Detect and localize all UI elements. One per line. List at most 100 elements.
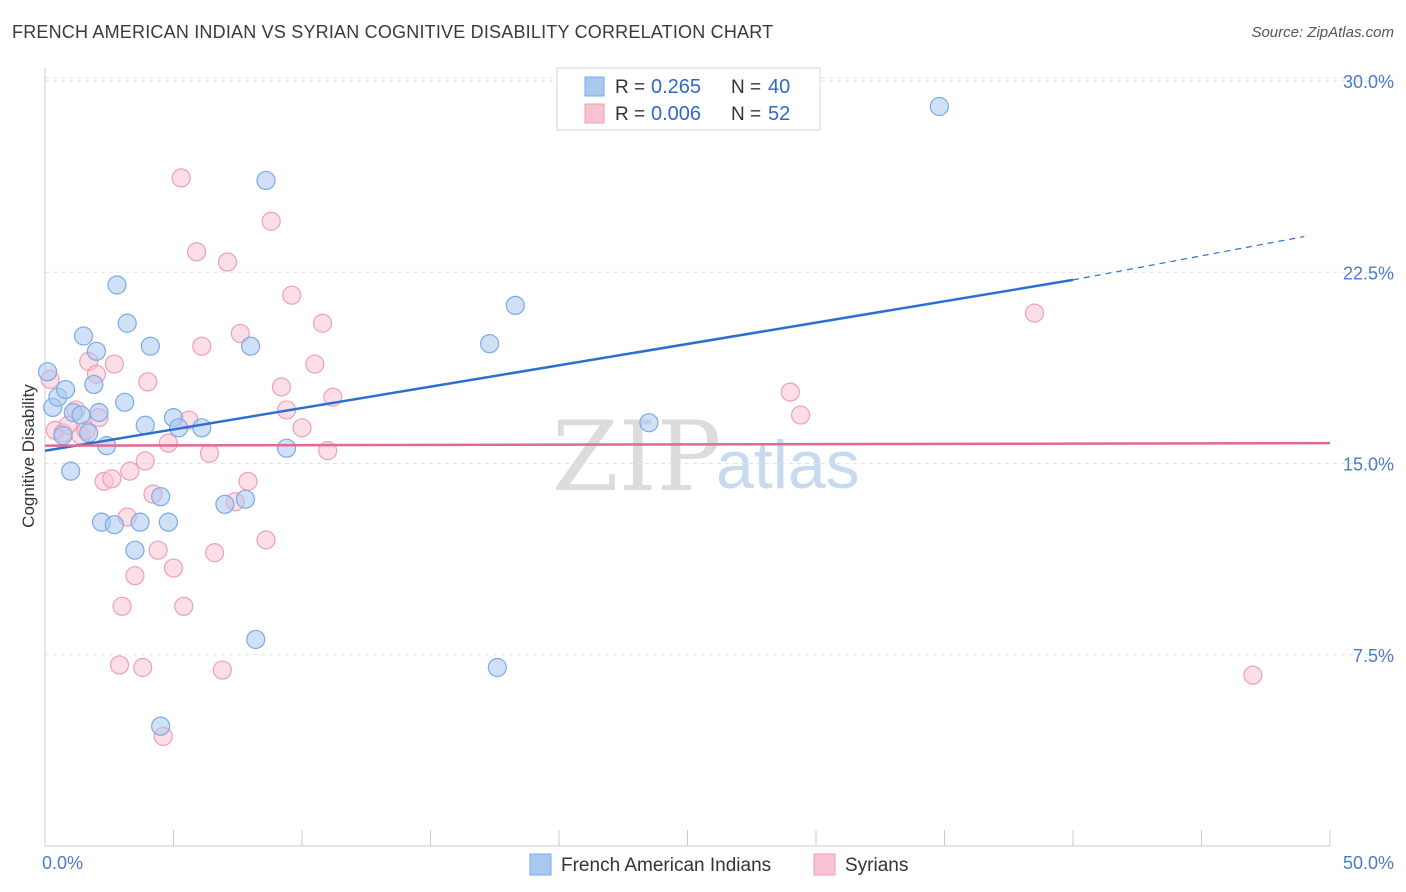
x-tick-label-max: 50.0% <box>1343 853 1394 873</box>
data-point <box>158 433 178 453</box>
data-point <box>192 418 212 438</box>
data-point <box>135 415 155 435</box>
series-legend-swatch-fai <box>529 853 552 876</box>
data-point <box>138 372 158 392</box>
data-point <box>107 275 127 295</box>
data-point <box>215 494 235 514</box>
data-point <box>158 512 178 532</box>
data-point <box>125 566 145 586</box>
data-point <box>929 96 949 117</box>
data-point <box>246 629 266 650</box>
series-legend-label-fai: French American Indians <box>561 855 771 876</box>
trend-line-fai-extension <box>1072 235 1305 281</box>
data-point <box>130 512 150 532</box>
data-point <box>104 515 124 535</box>
data-point <box>199 443 220 463</box>
stats-legend: R = 0.265 N = 40 R = 0.006 N = 52 <box>556 67 821 131</box>
data-point <box>102 469 122 489</box>
legend-swatch-syr <box>584 103 605 124</box>
french-american-indian-points <box>37 96 949 736</box>
data-point <box>487 657 507 678</box>
data-point <box>55 379 76 400</box>
legend-n-value-syr: 52 <box>768 103 790 125</box>
data-point <box>1243 665 1263 685</box>
trend-line-fai <box>44 278 1074 452</box>
data-point <box>104 354 124 374</box>
data-point <box>271 377 292 397</box>
data-point <box>61 461 81 481</box>
source-label: Source: ZipAtlas.com <box>1251 24 1394 41</box>
series-legend-label-syr: Syrians <box>845 855 908 876</box>
data-point <box>192 336 212 356</box>
gridlines <box>45 77 1394 656</box>
data-point <box>780 382 800 402</box>
data-point <box>84 374 104 395</box>
data-point <box>174 596 194 616</box>
data-point <box>292 418 312 438</box>
y-axis-label: Cognitive Disability <box>19 384 38 528</box>
data-point <box>241 336 261 356</box>
legend-r-value-fai: 0.265 <box>651 76 701 98</box>
data-point <box>256 170 276 191</box>
data-point <box>163 558 184 578</box>
y-tick-label: 30.0% <box>1343 72 1394 92</box>
chart-title: FRENCH AMERICAN INDIAN VS SYRIAN COGNITI… <box>12 22 774 42</box>
data-point <box>238 471 258 491</box>
data-point <box>230 323 250 344</box>
data-point <box>480 334 500 354</box>
data-point <box>117 313 137 333</box>
data-point <box>86 341 107 361</box>
trend-lines <box>44 235 1331 452</box>
data-point <box>140 336 160 356</box>
data-point <box>205 543 225 563</box>
watermark-atlas: atlas <box>716 427 860 503</box>
data-point <box>53 425 73 446</box>
y-tick-label: 15.0% <box>1343 455 1394 475</box>
trend-line-syr <box>44 441 1331 447</box>
data-point <box>505 295 525 315</box>
data-point <box>151 487 171 507</box>
data-point <box>109 655 130 675</box>
data-point <box>282 285 302 305</box>
data-point <box>261 211 281 231</box>
data-point <box>135 451 155 471</box>
data-point <box>305 354 325 374</box>
data-point <box>79 423 99 443</box>
legend-n-label-syr: N = <box>731 104 761 125</box>
data-point <box>171 168 191 188</box>
legend-r-label-syr: R = <box>615 104 645 125</box>
data-point <box>212 660 232 680</box>
series-legend: French American Indians Syrians <box>529 853 908 876</box>
data-point <box>187 242 207 262</box>
data-point <box>89 402 109 423</box>
data-point <box>312 313 333 333</box>
data-point <box>151 716 171 736</box>
legend-r-value-syr: 0.006 <box>651 103 701 125</box>
data-point <box>115 392 135 412</box>
series-legend-swatch-syr <box>813 853 836 876</box>
legend-n-label-fai: N = <box>731 77 761 98</box>
data-point <box>112 596 132 616</box>
data-point <box>256 530 276 550</box>
data-point <box>1024 303 1045 323</box>
data-point <box>235 489 256 509</box>
y-tick-label: 22.5% <box>1343 263 1394 283</box>
watermark-zip: ZIP <box>552 401 721 513</box>
data-point <box>133 657 153 678</box>
data-point <box>148 540 168 560</box>
y-tick-labels: 7.5% 15.0% 22.5% 30.0% <box>1343 72 1394 666</box>
y-tick-label: 7.5% <box>1353 646 1394 666</box>
data-point <box>217 252 238 272</box>
x-tick-label-min: 0.0% <box>42 853 83 873</box>
data-point <box>120 461 140 481</box>
x-tick-marks <box>44 830 1331 846</box>
data-point <box>790 405 811 425</box>
data-point <box>37 362 58 382</box>
legend-n-value-fai: 40 <box>768 76 790 98</box>
data-point <box>73 326 94 346</box>
data-point <box>276 438 297 458</box>
legend-swatch-fai <box>584 76 605 97</box>
data-point <box>125 540 145 560</box>
data-point <box>639 413 659 433</box>
